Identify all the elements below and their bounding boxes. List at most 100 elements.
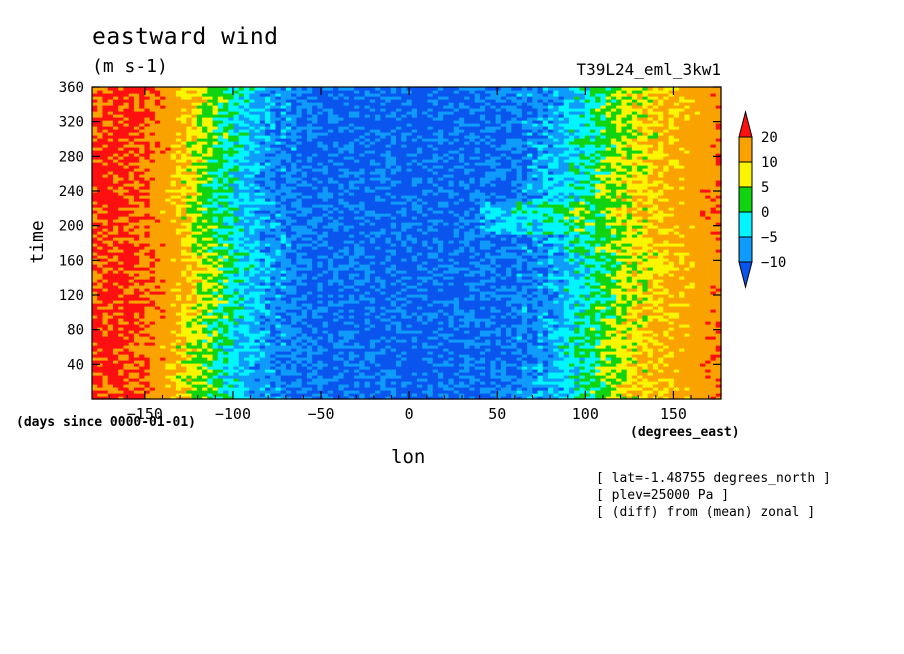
heatmap-cell: [432, 294, 439, 298]
heatmap-cell: [453, 291, 460, 295]
heatmap-cell: [364, 384, 371, 388]
heatmap-cell: [673, 333, 680, 337]
heatmap-cell: [684, 393, 691, 397]
heatmap-cell: [217, 345, 224, 349]
heatmap-cell: [322, 360, 329, 364]
heatmap-cell: [92, 297, 98, 301]
heatmap-cell: [223, 333, 229, 337]
heatmap-cell: [327, 324, 334, 328]
heatmap-cell: [642, 390, 649, 394]
heatmap-cell: [464, 318, 470, 322]
heatmap-cell: [500, 387, 507, 391]
heatmap-cell: [511, 339, 518, 343]
heatmap-cell: [291, 330, 298, 334]
heatmap-cell: [333, 303, 339, 307]
heatmap-cell: [527, 330, 533, 334]
heatmap-cell: [558, 333, 565, 337]
heatmap-cell: [244, 354, 250, 358]
heatmap-cell: [521, 339, 528, 343]
heatmap-cell: [532, 309, 539, 313]
heatmap-cell: [385, 378, 392, 382]
heatmap-cell: [621, 315, 628, 319]
heatmap-cell: [175, 312, 182, 316]
heatmap-cell: [511, 291, 518, 295]
heatmap-cell: [542, 321, 549, 325]
heatmap-cell: [631, 315, 638, 319]
heatmap-cell: [133, 333, 140, 337]
heatmap-cell: [642, 312, 649, 316]
heatmap-cell: [474, 396, 481, 400]
heatmap-cell: [527, 300, 533, 304]
heatmap-cell: [264, 375, 271, 379]
heatmap-cell: [647, 393, 654, 397]
heatmap-cell: [359, 330, 366, 334]
heatmap-cell: [705, 390, 712, 394]
heatmap-cell: [280, 384, 287, 388]
heatmap-cell: [416, 369, 423, 373]
heatmap-cell: [437, 390, 444, 394]
heatmap-cell: [401, 378, 408, 382]
heatmap-cell: [223, 291, 229, 295]
heatmap-cell: [306, 387, 313, 391]
heatmap-cell: [244, 297, 250, 301]
heatmap-cell: [139, 288, 146, 292]
heatmap-cell: [684, 381, 691, 385]
heatmap-cell: [589, 357, 596, 361]
heatmap-cell: [275, 309, 282, 313]
heatmap-cell: [112, 357, 119, 361]
heatmap-cell: [175, 354, 182, 358]
heatmap-cell: [338, 297, 345, 301]
heatmap-cell: [396, 366, 402, 370]
heatmap-cell: [128, 297, 135, 301]
heatmap-cell: [621, 345, 628, 349]
heatmap-cell: [364, 327, 371, 331]
heatmap-cell: [139, 294, 146, 298]
heatmap-cell: [196, 354, 203, 358]
heatmap-cell: [506, 300, 512, 304]
heatmap-cell: [390, 393, 397, 397]
heatmap-cell: [354, 375, 360, 379]
heatmap-cell: [338, 381, 345, 385]
heatmap-cell: [238, 321, 245, 325]
heatmap-cell: [154, 324, 161, 328]
heatmap-cell: [285, 300, 292, 304]
heatmap-cell: [668, 354, 675, 358]
heatmap-cell: [165, 348, 172, 352]
heatmap-cell: [322, 384, 329, 388]
heatmap-cell: [196, 381, 203, 385]
heatmap-cell: [301, 369, 308, 373]
heatmap-cell: [610, 333, 617, 337]
heatmap-cell: [584, 312, 591, 316]
heatmap-cell: [673, 324, 680, 328]
heatmap-cell: [715, 327, 722, 331]
heatmap-cell: [175, 339, 182, 343]
heatmap-cell: [390, 300, 397, 304]
heatmap-cell: [333, 312, 339, 316]
heatmap-cell: [647, 321, 654, 325]
heatmap-cell: [406, 312, 413, 316]
heatmap-cell: [369, 396, 376, 400]
heatmap-cell: [97, 306, 104, 310]
heatmap-cell: [406, 354, 413, 358]
heatmap-cell: [689, 336, 696, 340]
heatmap-cell: [673, 390, 680, 394]
heatmap-cell: [270, 393, 277, 397]
heatmap-cell: [254, 372, 261, 376]
heatmap-cell: [217, 318, 224, 322]
heatmap-cell: [144, 333, 151, 337]
heatmap-cell: [228, 297, 235, 301]
heatmap-cell: [359, 306, 366, 310]
heatmap-cell: [228, 351, 235, 355]
heatmap-cell: [495, 378, 502, 382]
heatmap-cell: [705, 345, 712, 349]
heatmap-cell: [406, 351, 413, 355]
heatmap-cell: [610, 306, 617, 310]
heatmap-cell: [469, 372, 476, 376]
heatmap-cell: [506, 369, 512, 373]
heatmap-cell: [396, 342, 402, 346]
heatmap-cell: [705, 387, 712, 391]
heatmap-cell: [280, 321, 287, 325]
heatmap-cell: [679, 381, 685, 385]
heatmap-cell: [306, 342, 313, 346]
heatmap-cell: [637, 393, 643, 397]
